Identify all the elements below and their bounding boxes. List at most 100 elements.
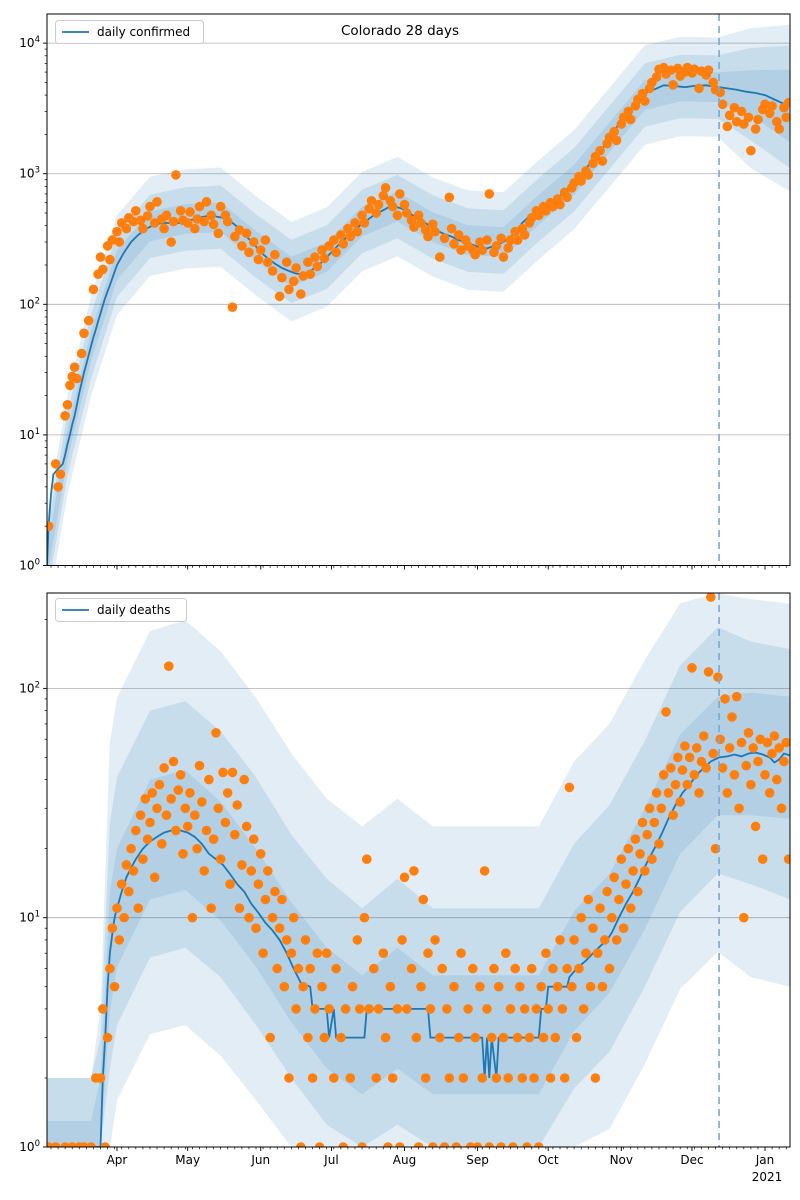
data-point bbox=[399, 199, 410, 210]
x-tick-label-oct: Oct bbox=[538, 1153, 559, 1167]
data-point bbox=[307, 1073, 318, 1083]
data-point bbox=[135, 810, 146, 820]
data-point bbox=[371, 1073, 382, 1083]
data-point bbox=[666, 763, 676, 773]
data-point bbox=[529, 1073, 539, 1083]
data-point bbox=[213, 803, 224, 814]
data-point bbox=[772, 774, 782, 785]
data-point bbox=[609, 126, 619, 137]
data-point bbox=[536, 981, 546, 992]
data-point bbox=[340, 1004, 351, 1014]
data-point bbox=[359, 218, 370, 228]
data-point bbox=[703, 65, 714, 75]
data-point bbox=[640, 96, 650, 106]
data-point bbox=[496, 1142, 506, 1147]
data-point bbox=[555, 199, 565, 210]
data-point bbox=[583, 894, 594, 905]
data-point bbox=[625, 114, 636, 125]
data-point bbox=[47, 521, 54, 531]
data-point bbox=[161, 810, 172, 820]
data-point bbox=[567, 981, 577, 992]
data-point bbox=[571, 1032, 582, 1043]
y-tick-label: 104 bbox=[19, 35, 40, 50]
data-point bbox=[581, 948, 591, 958]
data-point bbox=[727, 712, 737, 722]
data-point bbox=[201, 197, 212, 207]
data-point bbox=[352, 226, 363, 237]
data-point bbox=[234, 903, 245, 913]
data-point bbox=[303, 257, 313, 268]
data-point bbox=[569, 935, 579, 945]
data-point bbox=[409, 222, 419, 232]
data-point bbox=[597, 981, 608, 992]
data-point bbox=[206, 210, 216, 221]
x-tick-label-dec: Dec bbox=[680, 1153, 703, 1167]
data-point bbox=[284, 1073, 294, 1083]
data-point bbox=[255, 245, 266, 255]
data-point bbox=[263, 866, 273, 876]
data-point bbox=[743, 728, 754, 738]
data-point bbox=[373, 1004, 384, 1014]
data-point bbox=[781, 112, 790, 123]
data-point bbox=[291, 263, 301, 273]
y-tick-label: 102 bbox=[19, 680, 40, 695]
data-point bbox=[435, 1032, 445, 1043]
data-point bbox=[95, 252, 106, 262]
data-point bbox=[479, 866, 490, 876]
data-point bbox=[197, 797, 207, 807]
data-point bbox=[739, 912, 749, 923]
data-point bbox=[383, 1142, 393, 1147]
data-point bbox=[743, 112, 754, 123]
data-point bbox=[482, 1004, 492, 1014]
data-point bbox=[416, 218, 426, 228]
data-point bbox=[109, 981, 120, 992]
data-point bbox=[263, 257, 273, 268]
data-point bbox=[503, 1073, 513, 1083]
y-tick-label: 101 bbox=[19, 910, 40, 925]
data-point bbox=[60, 1142, 70, 1147]
data-point bbox=[489, 963, 499, 974]
data-point bbox=[343, 223, 353, 234]
data-point bbox=[182, 218, 193, 228]
data-point bbox=[310, 1004, 320, 1014]
data-point bbox=[538, 1032, 549, 1043]
data-point bbox=[684, 752, 695, 763]
data-point bbox=[253, 254, 264, 265]
data-point bbox=[260, 894, 271, 905]
data-point bbox=[286, 948, 297, 958]
data-point bbox=[493, 981, 504, 992]
data-point bbox=[456, 948, 466, 958]
data-point bbox=[121, 860, 132, 870]
x-tick-label-apr: Apr bbox=[107, 1153, 128, 1167]
data-point bbox=[550, 1032, 561, 1043]
data-point bbox=[661, 707, 671, 717]
data-point bbox=[501, 948, 511, 958]
data-point bbox=[260, 235, 271, 245]
data-point bbox=[194, 201, 205, 212]
data-point bbox=[98, 1004, 108, 1014]
data-point bbox=[201, 825, 212, 836]
x-tick-label-may: May bbox=[175, 1153, 200, 1167]
data-point bbox=[428, 1142, 438, 1147]
data-point bbox=[418, 894, 429, 905]
data-point bbox=[484, 1142, 495, 1147]
data-point bbox=[204, 774, 214, 785]
data-point bbox=[498, 1032, 509, 1043]
data-point bbox=[171, 170, 181, 180]
data-point bbox=[689, 770, 700, 780]
y-tick-label: 101 bbox=[19, 427, 40, 442]
data-point bbox=[508, 1142, 518, 1147]
data-point bbox=[164, 661, 174, 671]
data-point bbox=[477, 245, 488, 255]
data-point bbox=[152, 803, 162, 814]
data-point bbox=[147, 788, 158, 798]
data-point bbox=[430, 935, 440, 945]
data-point bbox=[449, 981, 459, 992]
data-point bbox=[637, 817, 648, 828]
data-point bbox=[220, 817, 231, 828]
data-point bbox=[442, 1004, 452, 1014]
data-point bbox=[121, 223, 132, 234]
data-point bbox=[222, 788, 233, 798]
data-point bbox=[175, 206, 186, 216]
data-point bbox=[359, 912, 370, 923]
